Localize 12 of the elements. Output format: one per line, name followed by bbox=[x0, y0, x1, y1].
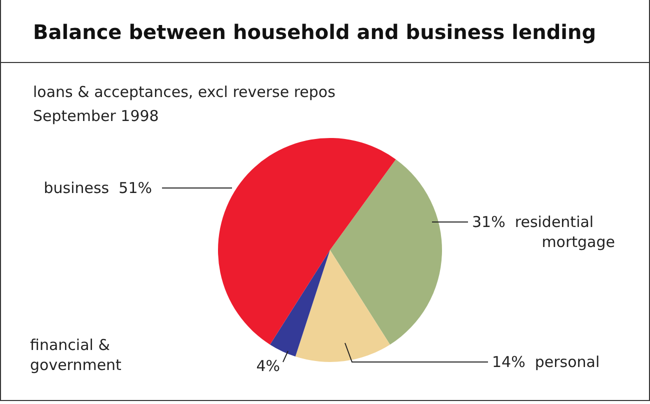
slice-label: business 51% bbox=[44, 179, 152, 197]
text: September 1998 bbox=[33, 107, 159, 125]
slice-label: 14% personal bbox=[492, 353, 600, 371]
pie-slice bbox=[330, 159, 442, 345]
chart-subtitle: loans & acceptances, excl reverse repos bbox=[33, 83, 336, 101]
pie-slice bbox=[270, 250, 330, 357]
slice-label: 31% residential mortgage bbox=[472, 213, 615, 251]
pie-slice bbox=[295, 250, 390, 362]
category-label: financial & government bbox=[30, 336, 122, 374]
data-label: 4% bbox=[256, 357, 280, 375]
chart-title: Balance between household and business lending bbox=[33, 20, 596, 44]
pie-slice bbox=[218, 138, 396, 345]
